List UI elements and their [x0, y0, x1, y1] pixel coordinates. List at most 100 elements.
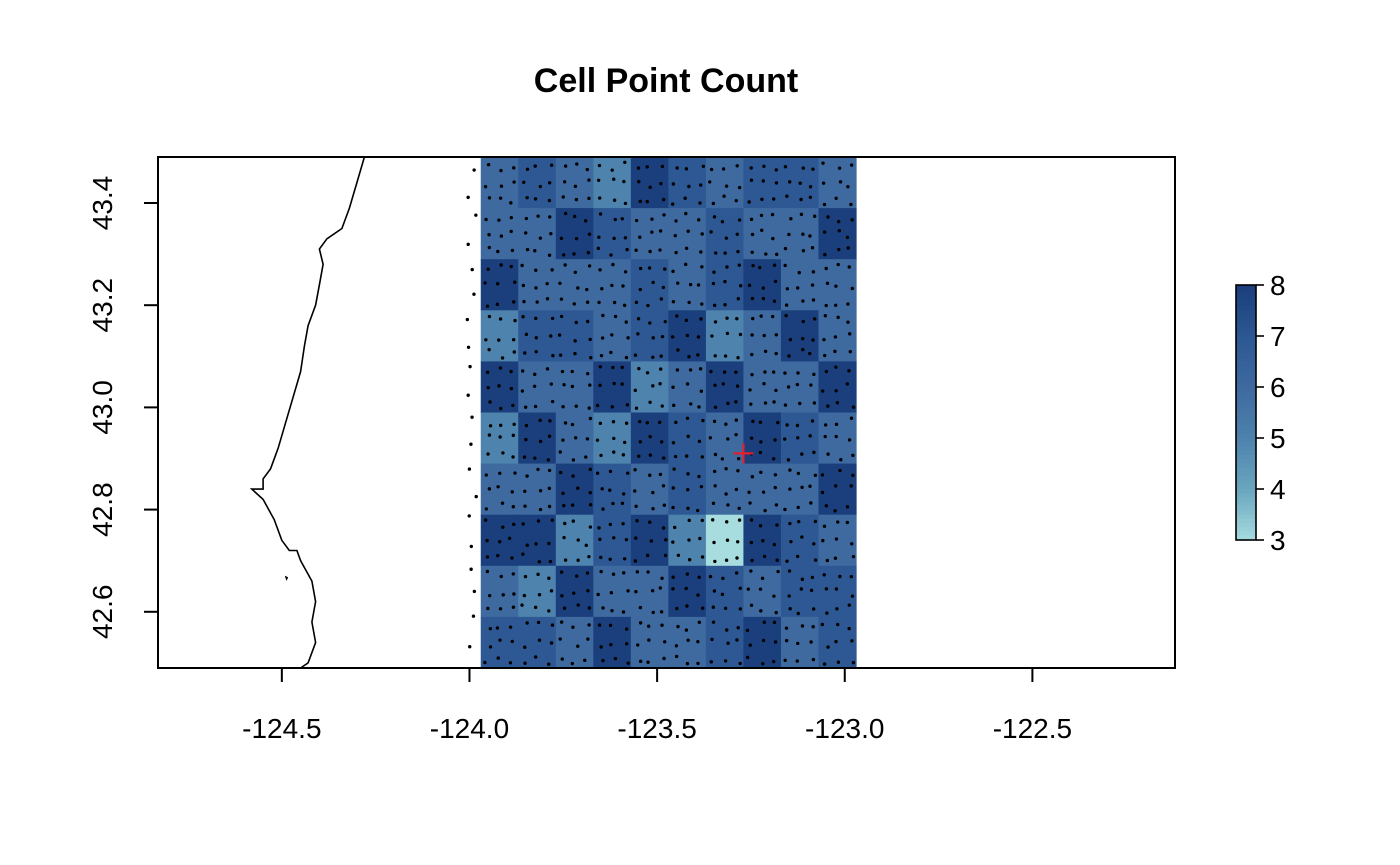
sample-point — [550, 268, 554, 272]
sample-point — [849, 574, 854, 579]
sample-point — [638, 266, 643, 271]
sample-point — [835, 401, 840, 405]
sample-point — [762, 554, 767, 559]
sample-point — [686, 638, 690, 642]
sample-point — [634, 406, 639, 410]
sample-point — [550, 399, 555, 404]
sample-point — [726, 401, 730, 406]
legend-swatch — [1236, 408, 1256, 414]
sample-point — [735, 556, 739, 560]
sample-point — [498, 435, 502, 439]
sample-point — [560, 369, 565, 374]
sample-point — [845, 520, 850, 525]
sample-point — [673, 454, 678, 459]
sample-point — [722, 370, 727, 374]
sample-point — [523, 574, 528, 579]
sample-point — [563, 558, 568, 562]
sample-point — [599, 453, 603, 458]
sample-point — [813, 473, 818, 477]
sample-point — [511, 572, 515, 576]
sample-point — [734, 198, 738, 203]
sample-point — [822, 524, 827, 529]
sample-point — [824, 369, 829, 374]
sample-point — [588, 416, 593, 421]
legend-tick-label: 6 — [1270, 372, 1286, 403]
sample-point — [809, 640, 813, 644]
sample-point — [811, 270, 816, 274]
sample-point — [834, 537, 839, 541]
sample-point — [671, 505, 675, 510]
y-tick-label: 43.4 — [87, 176, 118, 231]
sample-point — [761, 286, 765, 290]
sample-point — [750, 558, 754, 563]
sample-point — [638, 440, 643, 444]
sample-point — [651, 384, 655, 388]
legend-swatch — [1236, 370, 1256, 375]
sample-point — [811, 657, 816, 662]
sample-point — [774, 388, 778, 393]
legend-swatch — [1236, 442, 1256, 448]
sample-point — [787, 569, 792, 573]
legend-swatch — [1236, 361, 1256, 367]
sample-point — [487, 487, 492, 491]
sample-point — [725, 316, 729, 320]
sample-point — [648, 434, 652, 439]
sample-point — [499, 234, 504, 238]
sample-point — [588, 467, 593, 472]
sample-point — [846, 302, 850, 306]
sample-point — [745, 628, 750, 633]
sample-point — [472, 292, 476, 296]
sample-point — [758, 265, 762, 270]
sample-point — [596, 178, 601, 182]
legend-swatch — [1236, 446, 1256, 452]
sample-point — [776, 420, 780, 425]
sample-point — [788, 607, 792, 611]
sample-point — [570, 661, 574, 666]
sample-point — [574, 404, 578, 408]
sample-point — [773, 279, 778, 284]
sample-point — [833, 349, 837, 354]
sample-point — [822, 573, 826, 577]
sample-point — [735, 232, 739, 236]
sample-point — [826, 215, 830, 219]
sample-point — [588, 383, 592, 387]
sample-point — [563, 521, 567, 526]
sample-point — [538, 236, 543, 240]
legend-swatch — [1236, 523, 1256, 528]
sample-point — [562, 606, 567, 610]
legend-swatch — [1236, 501, 1256, 507]
sample-point — [775, 252, 779, 257]
sample-point — [698, 367, 703, 371]
legend-swatch — [1236, 518, 1256, 524]
sample-point — [525, 167, 530, 171]
sample-point — [651, 610, 655, 615]
sample-point — [770, 314, 775, 319]
sample-point — [660, 164, 665, 169]
sample-point — [749, 569, 753, 573]
sample-point — [570, 503, 575, 507]
legend-swatch — [1236, 467, 1256, 473]
sample-point — [597, 163, 602, 168]
sample-point — [800, 452, 804, 456]
legend-swatch — [1236, 314, 1256, 320]
sample-point — [737, 518, 742, 522]
sample-point — [721, 382, 725, 386]
legend-swatch — [1236, 531, 1256, 537]
sample-point — [533, 605, 538, 610]
sample-point — [611, 501, 615, 506]
sample-point — [537, 593, 542, 597]
sample-point — [524, 423, 529, 428]
legend-swatch — [1236, 438, 1256, 443]
sample-point — [551, 353, 555, 358]
heatmap-cell — [818, 412, 857, 465]
sample-point — [834, 639, 838, 644]
sample-point — [811, 167, 815, 171]
legend-swatch — [1236, 463, 1256, 469]
sample-point — [813, 317, 817, 321]
sample-point — [734, 571, 739, 575]
sample-point — [535, 300, 539, 304]
heatmap-cell — [780, 463, 820, 516]
sample-point — [597, 526, 601, 530]
sample-point — [846, 246, 850, 250]
sample-point — [622, 303, 627, 308]
